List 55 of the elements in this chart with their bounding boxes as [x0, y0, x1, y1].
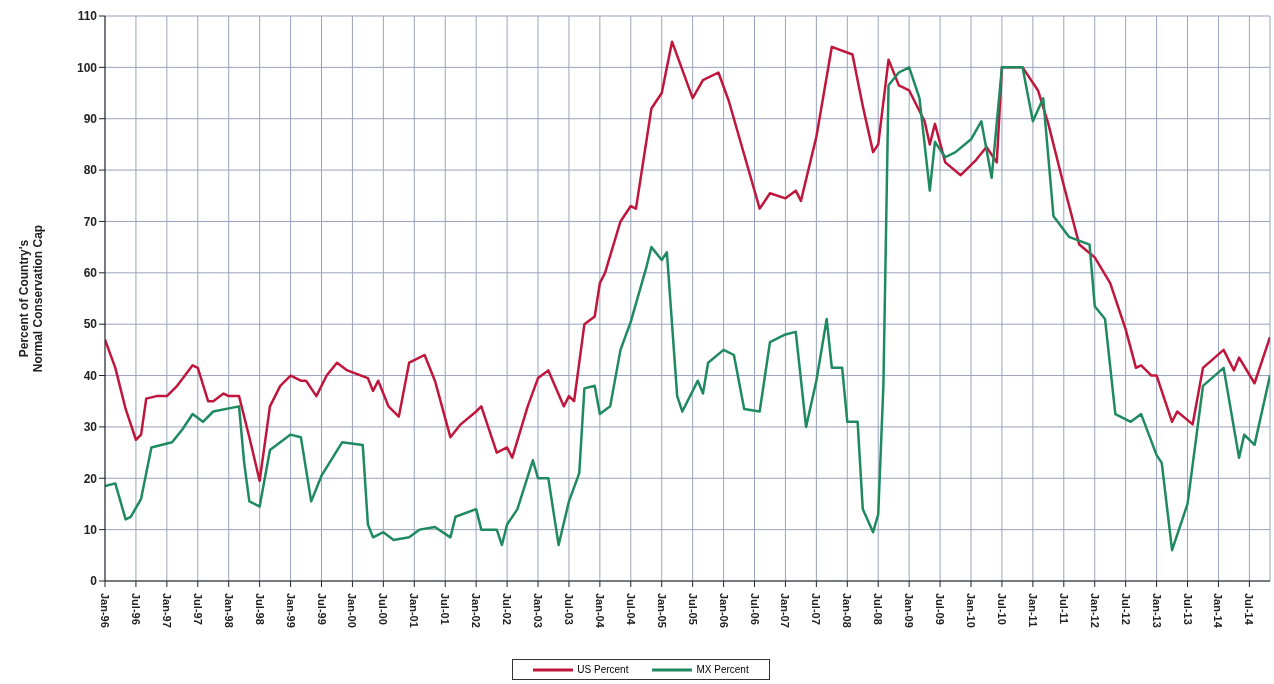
x-tick-label: Jul-03	[562, 593, 575, 625]
y-tick-label: 80	[83, 163, 98, 178]
x-tick-label: Jul-01	[439, 593, 452, 625]
line-series	[105, 66, 1270, 552]
y-tick-label: 110	[77, 9, 98, 24]
x-tick-label: Jul-12	[1119, 593, 1132, 625]
x-tick-label: Jul-06	[748, 593, 761, 625]
y-tick-label: 10	[83, 522, 98, 537]
x-tick-label: Jan-02	[470, 593, 483, 628]
x-tick-label: Jul-14	[1243, 593, 1256, 626]
y-tick-label: 50	[83, 317, 98, 332]
y-axis-title: Percent of Country's Normal Conservation Cap	[17, 224, 45, 373]
x-tick-label: Jul-09	[934, 593, 947, 625]
y-tick-label: 30	[83, 420, 98, 435]
x-tick-label: Jul-99	[315, 593, 328, 625]
x-tick-label: Jan-10	[965, 593, 978, 628]
y-tick-label: 40	[83, 368, 98, 383]
x-tick-label: Jan-98	[222, 593, 235, 628]
x-tick-label: Jul-97	[191, 593, 204, 625]
x-tick-label: Jan-08	[841, 593, 854, 628]
x-tick-label: Jan-12	[1088, 593, 1101, 628]
x-tick-label: Jan-09	[903, 593, 916, 628]
x-tick-label: Jul-00	[377, 593, 390, 625]
y-tick-label: 60	[83, 266, 98, 281]
x-tick-label: Jul-05	[686, 593, 699, 625]
x-tick-label: Jan-97	[160, 593, 173, 628]
y-tick-label: 70	[83, 214, 98, 229]
x-tick-label: Jan-11	[1026, 593, 1039, 628]
x-tick-label: Jul-08	[872, 593, 885, 625]
x-tick-label: Jan-99	[284, 593, 297, 628]
line-series	[105, 40, 1270, 483]
x-tick-label: Jul-10	[995, 593, 1008, 625]
x-tick-label: Jan-06	[717, 593, 730, 628]
x-tick-label: Jan-07	[779, 593, 792, 628]
legend-label: US Percent	[576, 664, 629, 675]
x-tick-label: Jan-01	[408, 593, 421, 628]
x-tick-label: Jan-04	[593, 593, 606, 629]
x-tick-label: Jul-98	[253, 593, 266, 625]
x-tick-label: Jan-03	[532, 593, 545, 628]
x-tick-label: Jan-13	[1150, 593, 1163, 628]
y-tick-label: 90	[83, 111, 98, 126]
x-tick-label: Jan-14	[1212, 593, 1225, 629]
legend-label: MX Percent	[695, 664, 749, 675]
x-tick-label: Jan-00	[346, 593, 359, 628]
y-tick-label: 20	[83, 471, 98, 486]
x-tick-label: Jan-05	[655, 593, 668, 628]
y-tick-label: 0	[90, 574, 98, 589]
x-tick-label: Jul-02	[501, 593, 514, 625]
x-tick-label: Jul-04	[624, 593, 637, 626]
x-tick-label: Jul-96	[129, 593, 142, 625]
x-tick-label: Jan-96	[99, 593, 111, 628]
x-tick-label: Jul-07	[810, 593, 823, 625]
x-tick-label: Jul-13	[1181, 593, 1194, 625]
x-tick-label: Jul-11	[1057, 593, 1070, 625]
y-tick-label: 100	[76, 60, 98, 75]
